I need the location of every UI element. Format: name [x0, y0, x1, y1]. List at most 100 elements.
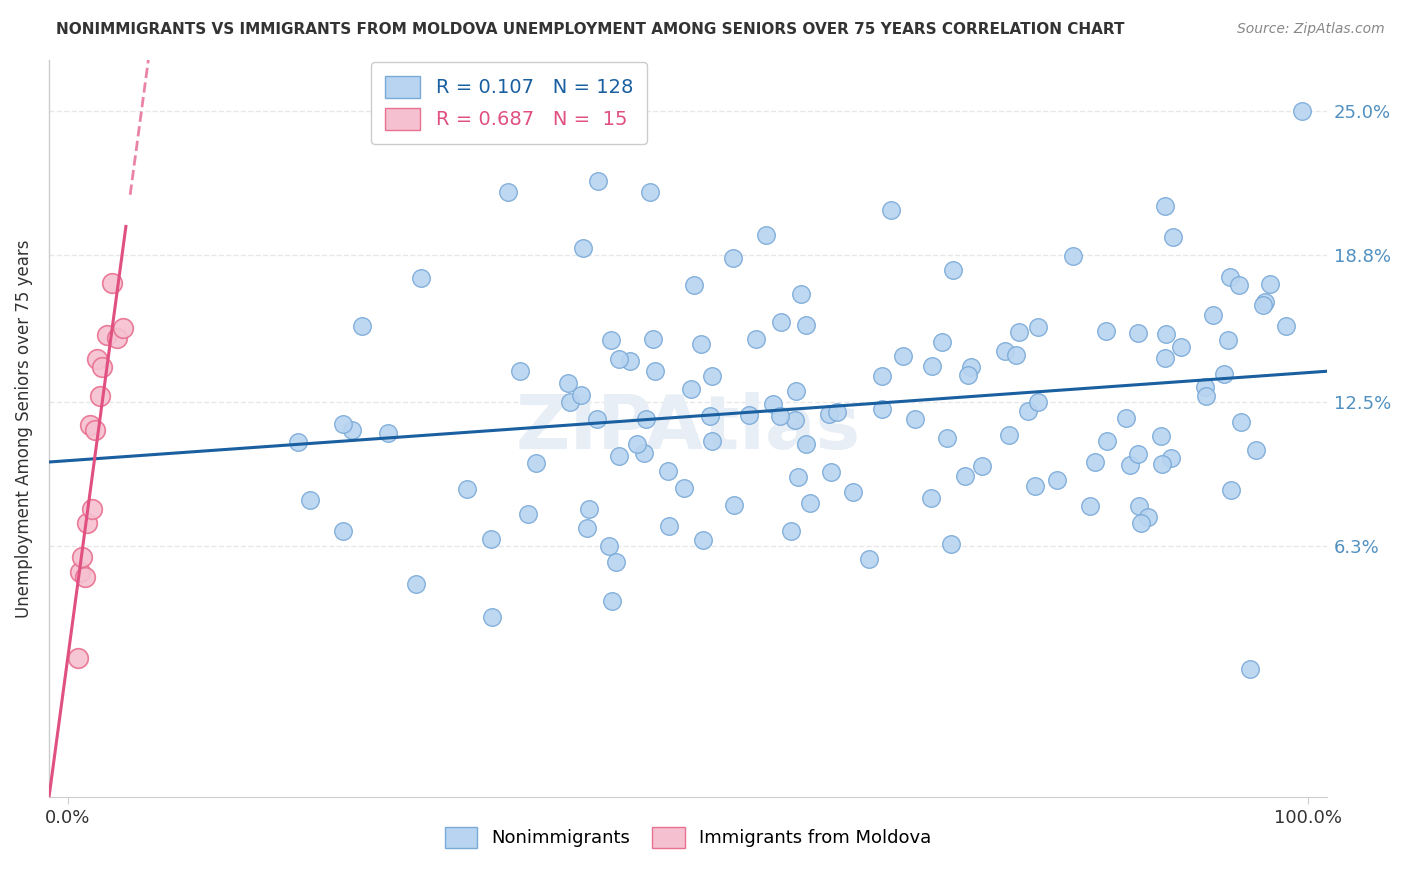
Point	[69, 565, 91, 579]
Point	[658, 519, 681, 533]
Point	[1244, 443, 1267, 458]
Point	[825, 405, 848, 419]
Point	[779, 524, 801, 539]
Point	[891, 349, 914, 363]
Point	[994, 343, 1017, 358]
Point	[405, 577, 427, 591]
Point	[82, 502, 104, 516]
Point	[89, 389, 111, 403]
Point	[762, 397, 785, 411]
Point	[657, 464, 679, 478]
Point	[1008, 325, 1031, 339]
Point	[755, 228, 778, 243]
Point	[870, 402, 893, 417]
Point	[1201, 308, 1223, 322]
Point	[1005, 347, 1028, 361]
Point	[1258, 277, 1281, 291]
Point	[332, 417, 354, 431]
Point	[935, 431, 957, 445]
Point	[66, 651, 89, 665]
Point	[633, 446, 655, 460]
Point	[785, 413, 807, 427]
Point	[789, 286, 811, 301]
Point	[411, 271, 433, 285]
Point	[1195, 389, 1218, 403]
Point	[377, 425, 399, 440]
Point	[692, 533, 714, 547]
Point	[738, 408, 761, 422]
Point	[723, 252, 745, 266]
Text: ZIPAtlas: ZIPAtlas	[516, 392, 860, 465]
Point	[76, 516, 98, 530]
Point	[517, 508, 540, 522]
Point	[1137, 510, 1160, 524]
Point	[1194, 380, 1216, 394]
Point	[91, 360, 114, 375]
Point	[96, 327, 118, 342]
Point	[588, 174, 610, 188]
Point	[1126, 326, 1149, 340]
Point	[842, 485, 865, 500]
Point	[576, 521, 599, 535]
Point	[786, 469, 808, 483]
Point	[1154, 351, 1177, 365]
Point	[1239, 662, 1261, 676]
Point	[586, 412, 609, 426]
Point	[1254, 294, 1277, 309]
Point	[558, 395, 581, 409]
Point	[1291, 103, 1313, 118]
Point	[605, 555, 627, 569]
Point	[105, 331, 128, 345]
Point	[679, 382, 702, 396]
Point	[79, 418, 101, 433]
Point	[1213, 367, 1236, 381]
Point	[332, 524, 354, 539]
Point	[1154, 326, 1177, 341]
Point	[699, 409, 721, 424]
Point	[1150, 429, 1173, 443]
Point	[1028, 395, 1050, 409]
Point	[524, 457, 547, 471]
Point	[1219, 269, 1241, 284]
Point	[350, 318, 373, 333]
Point	[1119, 458, 1142, 472]
Point	[998, 428, 1021, 442]
Point	[904, 412, 927, 426]
Point	[1153, 199, 1175, 213]
Point	[942, 262, 965, 277]
Point	[607, 352, 630, 367]
Point	[956, 368, 979, 382]
Point	[1095, 324, 1118, 338]
Point	[939, 537, 962, 551]
Point	[481, 610, 503, 624]
Point	[101, 277, 124, 291]
Point	[683, 278, 706, 293]
Point	[299, 492, 322, 507]
Point	[700, 368, 723, 383]
Point	[600, 333, 623, 347]
Point	[626, 436, 648, 450]
Point	[723, 498, 745, 512]
Point	[870, 368, 893, 383]
Point	[794, 437, 817, 451]
Point	[770, 315, 793, 329]
Point	[1062, 249, 1084, 263]
Point	[1274, 319, 1296, 334]
Point	[1160, 451, 1182, 466]
Point	[1017, 404, 1039, 418]
Point	[619, 354, 641, 368]
Point	[1084, 455, 1107, 469]
Point	[1126, 446, 1149, 460]
Point	[287, 435, 309, 450]
Point	[1229, 415, 1251, 429]
Point	[690, 337, 713, 351]
Point	[73, 569, 96, 583]
Point	[340, 424, 363, 438]
Point	[768, 409, 790, 423]
Point	[920, 491, 942, 506]
Point	[931, 334, 953, 349]
Point	[1026, 319, 1049, 334]
Point	[794, 318, 817, 332]
Point	[921, 359, 943, 373]
Point	[641, 332, 664, 346]
